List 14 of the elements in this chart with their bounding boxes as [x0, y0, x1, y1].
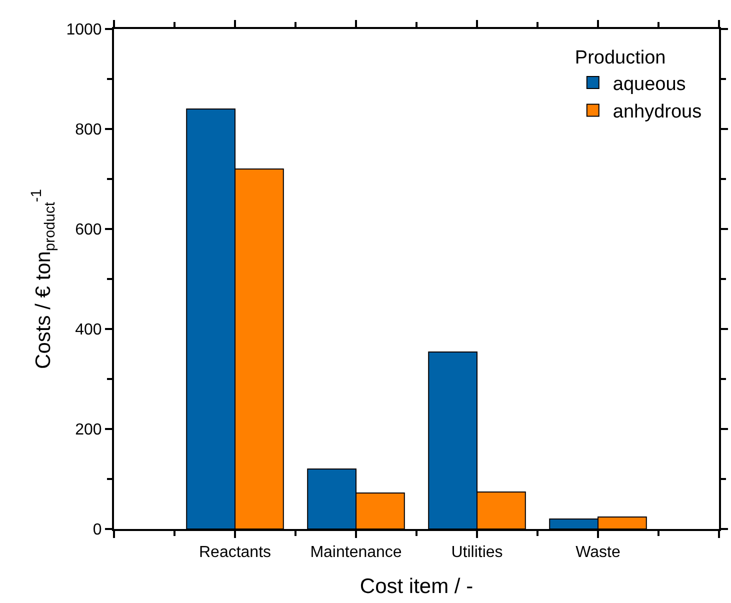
x-tick-label: Waste: [576, 544, 620, 562]
y-tick-label: 200: [75, 422, 102, 439]
y-tick-label: 600: [75, 222, 102, 239]
y-tick-label: 400: [75, 322, 102, 339]
x-tick-label: Maintenance: [310, 544, 402, 562]
legend-label: anhydrous: [612, 102, 702, 123]
legend-title: Production: [574, 48, 666, 69]
y-tick-label: 1000: [66, 22, 102, 39]
x-tick-label: Utilities: [451, 544, 503, 562]
legend-label: aqueous: [612, 74, 686, 95]
x-axis-title: Cost item / -: [360, 574, 474, 598]
y-tick-label: 0: [92, 522, 102, 539]
x-tick-label: Reactants: [198, 544, 272, 562]
y-tick-label: 800: [75, 122, 102, 139]
